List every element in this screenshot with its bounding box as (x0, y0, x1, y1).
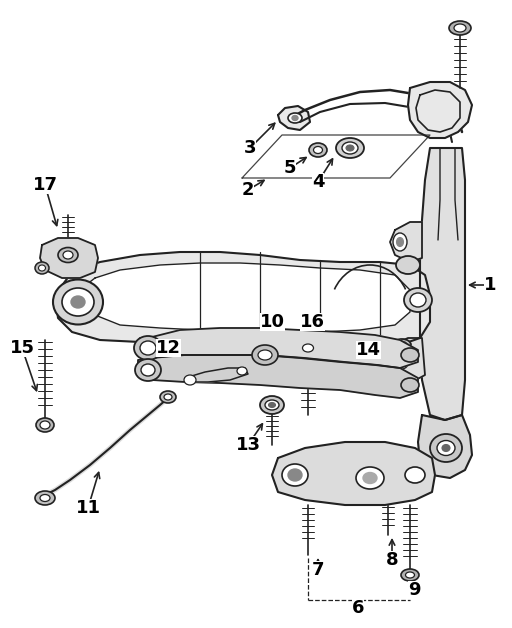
Text: 13: 13 (236, 436, 261, 454)
Text: 11: 11 (75, 499, 100, 517)
Ellipse shape (346, 145, 354, 151)
Text: 17: 17 (32, 176, 57, 194)
Ellipse shape (363, 472, 377, 484)
Polygon shape (278, 106, 310, 130)
Ellipse shape (282, 464, 308, 486)
Ellipse shape (454, 24, 466, 32)
Polygon shape (272, 442, 435, 505)
Ellipse shape (258, 350, 272, 360)
Polygon shape (40, 238, 98, 278)
Text: 16: 16 (300, 313, 325, 331)
Polygon shape (388, 338, 425, 382)
Ellipse shape (53, 279, 103, 325)
Ellipse shape (58, 247, 78, 263)
Ellipse shape (38, 265, 46, 271)
Text: 8: 8 (386, 551, 398, 569)
Ellipse shape (141, 364, 155, 376)
Text: 1: 1 (484, 276, 496, 294)
Text: 3: 3 (244, 139, 256, 157)
Ellipse shape (410, 293, 426, 307)
Ellipse shape (396, 237, 403, 247)
Ellipse shape (404, 288, 432, 312)
Ellipse shape (164, 394, 172, 400)
Ellipse shape (393, 339, 411, 351)
Polygon shape (138, 355, 418, 398)
Polygon shape (418, 415, 472, 478)
Ellipse shape (260, 396, 284, 414)
Ellipse shape (342, 142, 358, 154)
Polygon shape (185, 368, 248, 382)
Ellipse shape (396, 256, 420, 274)
Polygon shape (390, 222, 422, 262)
Text: 15: 15 (10, 339, 34, 357)
Ellipse shape (35, 491, 55, 505)
Text: 10: 10 (260, 313, 285, 331)
Polygon shape (55, 252, 430, 348)
Ellipse shape (292, 116, 298, 121)
Ellipse shape (356, 467, 384, 489)
Ellipse shape (336, 138, 364, 158)
Text: 5: 5 (284, 159, 296, 177)
Ellipse shape (395, 351, 409, 369)
Ellipse shape (40, 421, 50, 429)
Ellipse shape (298, 341, 318, 355)
Ellipse shape (134, 336, 162, 360)
Text: 4: 4 (312, 173, 324, 191)
Text: 7: 7 (312, 561, 324, 579)
Ellipse shape (442, 445, 450, 452)
Ellipse shape (252, 345, 278, 365)
Ellipse shape (401, 569, 419, 581)
Ellipse shape (397, 342, 407, 349)
Ellipse shape (288, 469, 302, 481)
Ellipse shape (393, 233, 407, 251)
Ellipse shape (430, 434, 462, 462)
Ellipse shape (449, 21, 471, 35)
Ellipse shape (62, 288, 94, 316)
Polygon shape (420, 148, 465, 420)
Ellipse shape (160, 391, 176, 403)
Ellipse shape (135, 359, 161, 381)
Ellipse shape (35, 262, 49, 274)
Ellipse shape (40, 494, 50, 502)
Ellipse shape (36, 418, 54, 432)
Text: 9: 9 (408, 581, 420, 599)
Text: 6: 6 (352, 599, 364, 617)
Ellipse shape (437, 440, 455, 455)
Polygon shape (82, 263, 410, 332)
Ellipse shape (268, 403, 275, 408)
Ellipse shape (405, 467, 425, 483)
Ellipse shape (184, 375, 196, 385)
Ellipse shape (140, 341, 156, 355)
Ellipse shape (401, 378, 419, 392)
Text: 14: 14 (355, 341, 380, 359)
Polygon shape (135, 328, 418, 368)
Ellipse shape (303, 344, 313, 352)
Ellipse shape (401, 348, 419, 362)
Ellipse shape (63, 251, 73, 259)
Ellipse shape (71, 296, 85, 308)
Ellipse shape (313, 146, 323, 153)
Ellipse shape (288, 113, 302, 123)
Ellipse shape (309, 143, 327, 157)
Polygon shape (408, 82, 472, 138)
Ellipse shape (406, 572, 415, 578)
Ellipse shape (265, 400, 279, 410)
Ellipse shape (237, 367, 247, 375)
Text: 12: 12 (156, 339, 181, 357)
Text: 2: 2 (242, 181, 254, 199)
